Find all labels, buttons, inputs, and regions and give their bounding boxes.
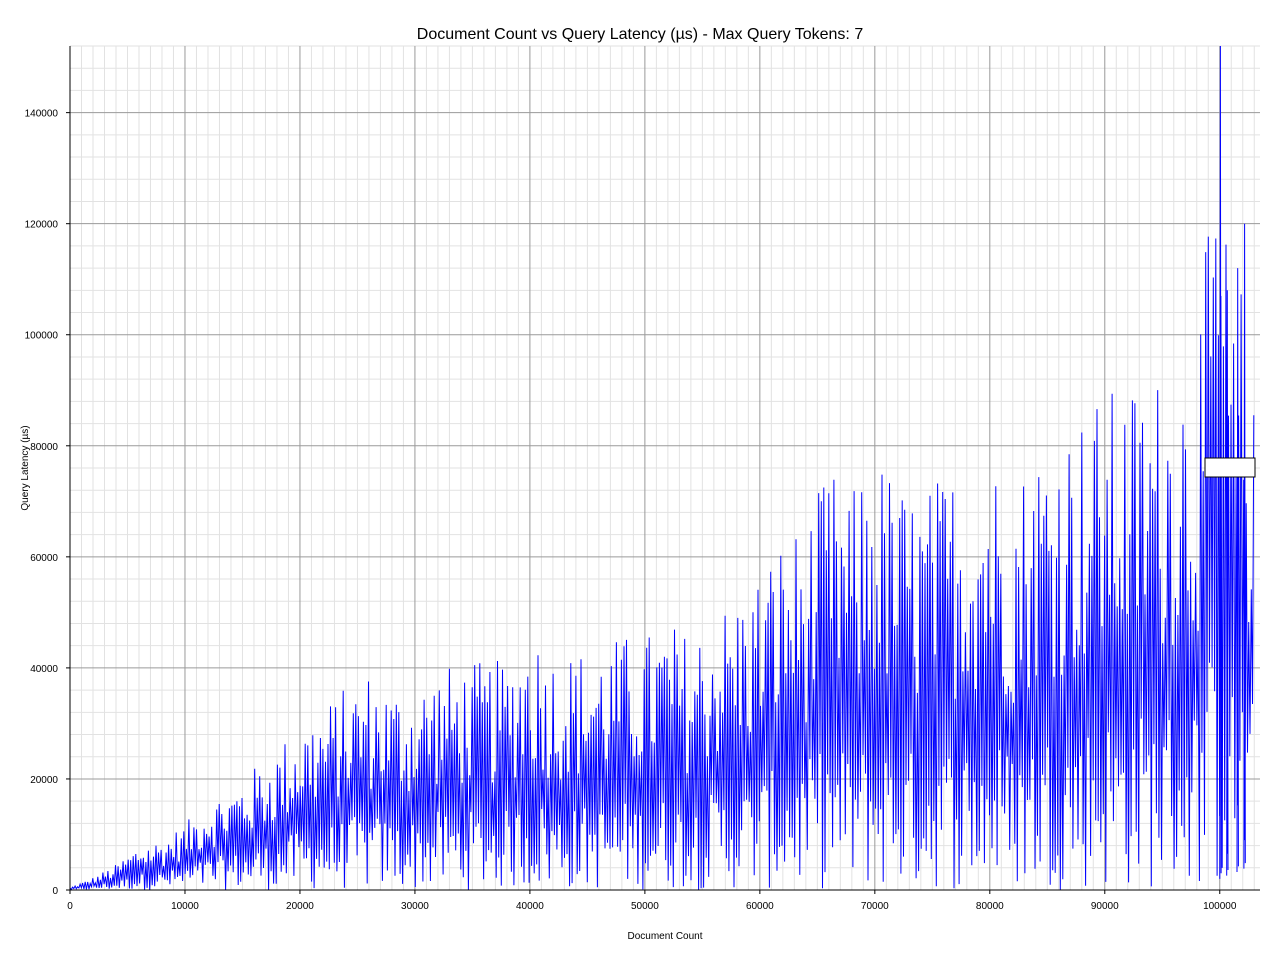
y-tick-label: 80000 (30, 442, 58, 453)
y-tick-label: 20000 (30, 775, 58, 786)
y-tick-label: 40000 (30, 664, 58, 675)
y-tick-label: 120000 (25, 220, 59, 231)
x-tick-label: 70000 (861, 901, 889, 912)
x-ticks: 0 10000 20000 30000 40000 50000 60000 70000 8000… (67, 890, 1237, 912)
x-tick-label: 30000 (401, 901, 429, 912)
chart-title: Document Count vs Query Latency (µs) - M… (417, 26, 864, 43)
y-tick-label: 100000 (25, 331, 59, 342)
x-tick-label: 50000 (631, 901, 659, 912)
y-ticks: 0 20000 40000 60000 80000 100000 120000 140000 (25, 109, 70, 897)
x-tick-label: 60000 (746, 901, 774, 912)
series-line (69, 45, 1255, 891)
y-tick-label: 140000 (25, 109, 59, 120)
legend-box (1204, 457, 1256, 478)
x-tick-label: 20000 (286, 901, 314, 912)
grid-minor (70, 45, 1260, 890)
y-tick-label: 0 (52, 886, 58, 897)
y-axis-label: Query Latency (µs) (20, 425, 31, 510)
x-tick-label: 0 (67, 901, 73, 912)
x-tick-label: 80000 (976, 901, 1004, 912)
x-tick-label: 40000 (516, 901, 544, 912)
axes (69, 46, 1260, 891)
x-tick-label: 10000 (171, 901, 199, 912)
x-axis-label: Document Count (627, 931, 702, 942)
x-tick-label: 100000 (1203, 901, 1237, 912)
y-tick-label: 60000 (30, 553, 58, 564)
grid-major (69, 46, 1260, 891)
x-tick-label: 90000 (1091, 901, 1119, 912)
